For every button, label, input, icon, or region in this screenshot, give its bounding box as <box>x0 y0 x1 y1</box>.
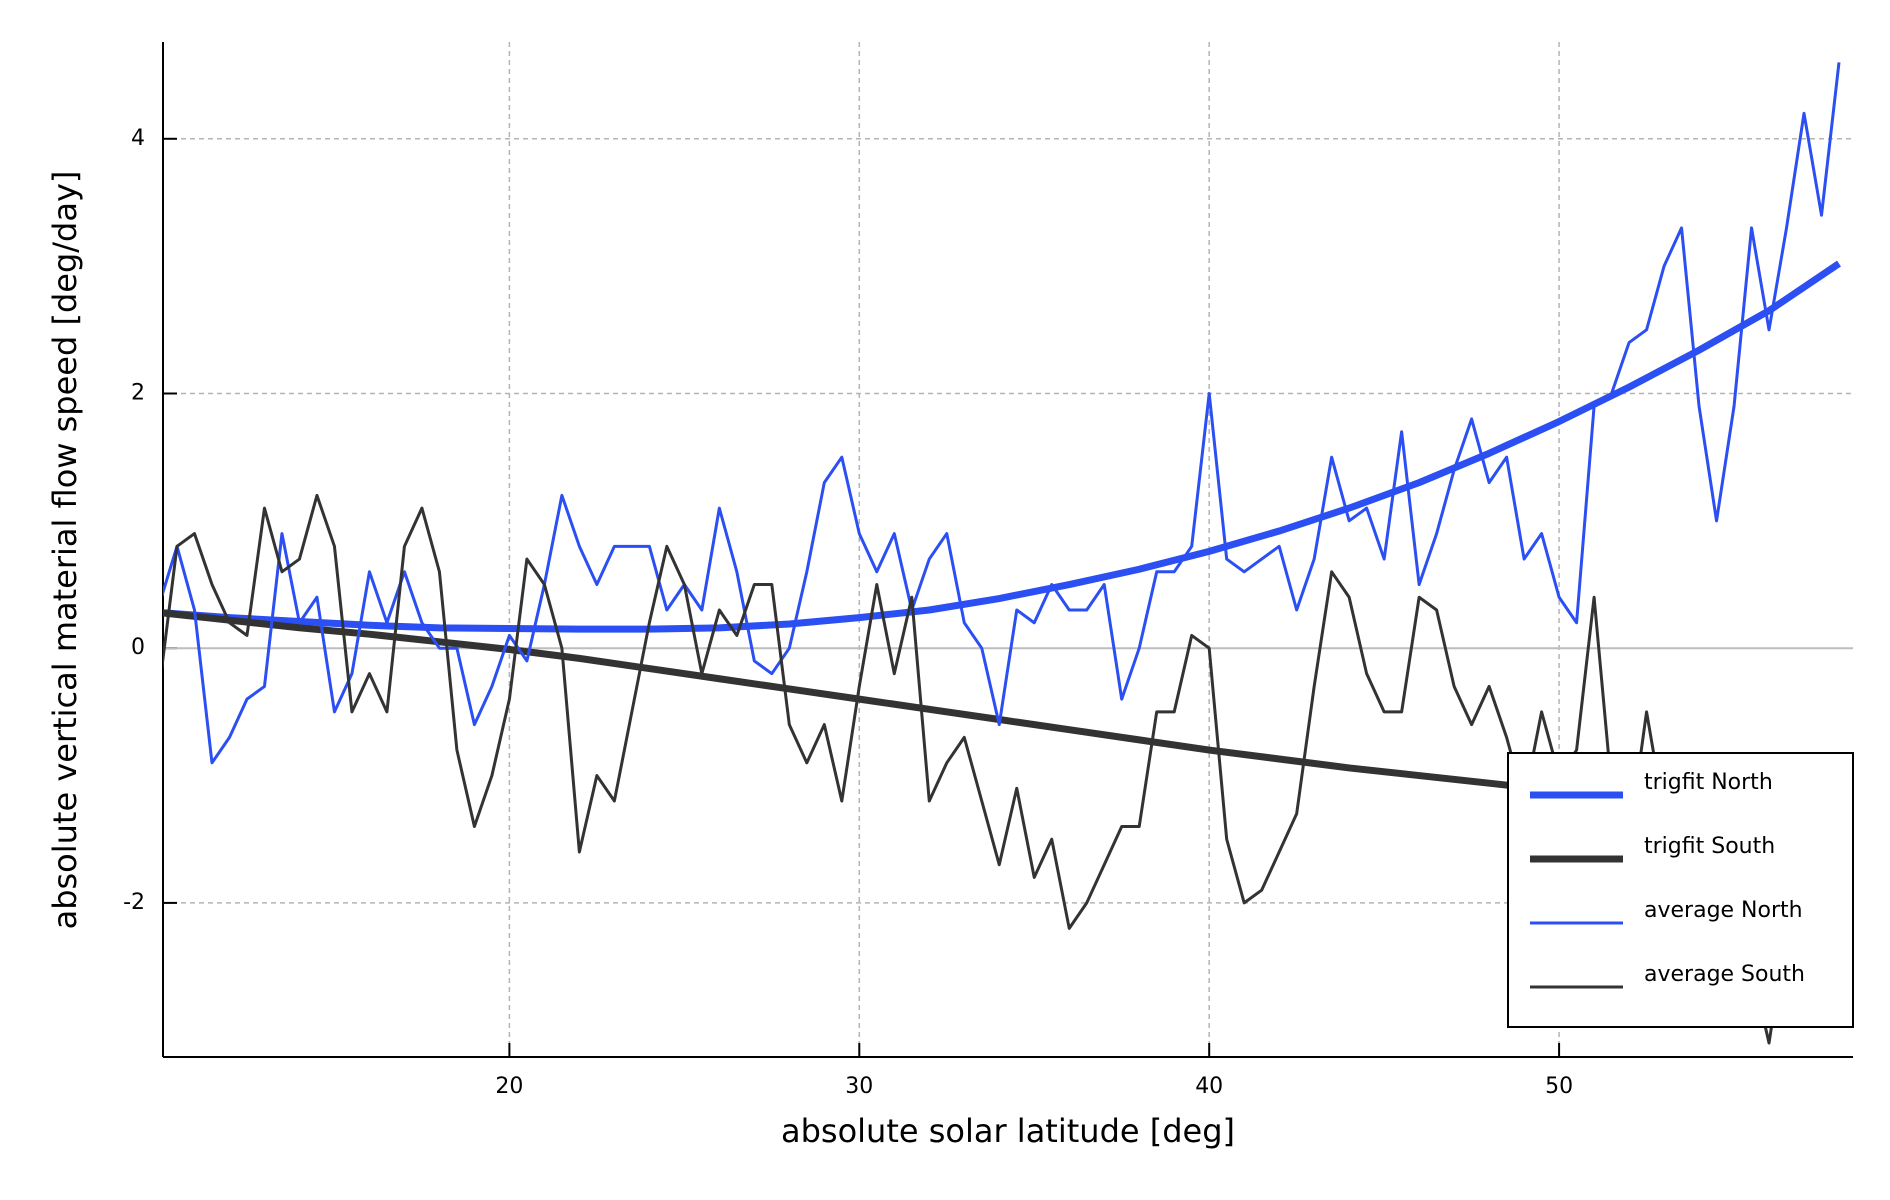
y-axis-label: absolute vertical material flow speed [d… <box>46 171 84 930</box>
x-tick-label: 50 <box>1545 1074 1573 1099</box>
legend-label: trigfit South <box>1644 834 1775 859</box>
data-line <box>163 260 1841 633</box>
x-tick-label: 40 <box>1195 1074 1223 1099</box>
legend: trigfit North trigfit South average North a… <box>1507 752 1854 1028</box>
legend-label: average North <box>1644 898 1803 923</box>
x-tick-label: 20 <box>495 1074 523 1099</box>
legend-label: average South <box>1644 962 1805 987</box>
y-tick-label: 4 <box>131 126 145 151</box>
data-line <box>163 62 1841 765</box>
legend-box <box>1507 752 1854 1028</box>
x-tick-label: 30 <box>845 1074 873 1099</box>
legend-label: trigfit North <box>1644 770 1773 795</box>
y-tick-label: 0 <box>131 635 145 660</box>
y-tick-label: -2 <box>123 890 145 915</box>
x-axis-label: absolute solar latitude [deg] <box>781 1112 1235 1150</box>
y-tick-label: 2 <box>131 380 145 405</box>
